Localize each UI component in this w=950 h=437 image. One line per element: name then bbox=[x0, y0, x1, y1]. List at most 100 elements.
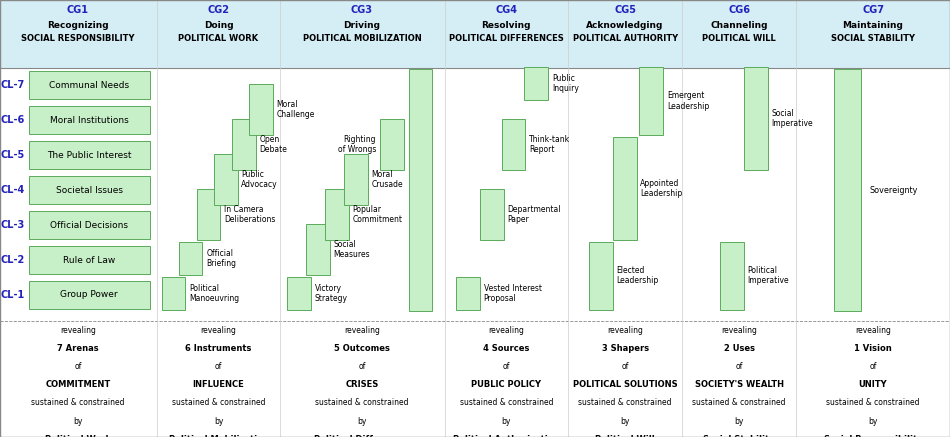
Text: revealing: revealing bbox=[721, 326, 757, 335]
Text: by: by bbox=[502, 416, 511, 426]
Text: CG5: CG5 bbox=[614, 5, 637, 15]
Text: CG4: CG4 bbox=[495, 5, 518, 15]
Text: revealing: revealing bbox=[344, 326, 380, 335]
Text: Doing: Doing bbox=[203, 21, 234, 30]
Text: sustained & constrained: sustained & constrained bbox=[31, 399, 124, 407]
FancyBboxPatch shape bbox=[639, 67, 663, 135]
Text: of: of bbox=[735, 362, 743, 371]
Text: Emergent
Leadership: Emergent Leadership bbox=[667, 91, 709, 111]
FancyBboxPatch shape bbox=[28, 71, 150, 99]
Text: POLITICAL WORK: POLITICAL WORK bbox=[179, 34, 258, 43]
Text: Public
Inquiry: Public Inquiry bbox=[552, 74, 579, 93]
Text: Political Authorization: Political Authorization bbox=[453, 435, 560, 437]
Text: INFLUENCE: INFLUENCE bbox=[193, 380, 244, 389]
Text: CL-5: CL-5 bbox=[0, 150, 25, 160]
Text: CL-1: CL-1 bbox=[0, 290, 25, 300]
Text: Political Differences: Political Differences bbox=[314, 435, 410, 437]
Text: Driving: Driving bbox=[344, 21, 380, 30]
Text: CL-4: CL-4 bbox=[0, 185, 25, 195]
Text: Resolving: Resolving bbox=[482, 21, 531, 30]
Text: Official Decisions: Official Decisions bbox=[50, 221, 128, 229]
Text: Public
Advocacy: Public Advocacy bbox=[241, 170, 278, 189]
Text: Political Will: Political Will bbox=[596, 435, 655, 437]
Text: Victory
Strategy: Victory Strategy bbox=[314, 284, 348, 303]
Text: Open
Debate: Open Debate bbox=[259, 135, 287, 154]
Text: Think-tank
Report: Think-tank Report bbox=[529, 135, 570, 154]
Text: SOCIAL RESPONSIBILITY: SOCIAL RESPONSIBILITY bbox=[21, 34, 135, 43]
Text: Social
Imperative: Social Imperative bbox=[771, 109, 813, 128]
Text: of: of bbox=[215, 362, 222, 371]
Text: Departmental
Paper: Departmental Paper bbox=[507, 205, 560, 224]
Text: COMMITMENT: COMMITMENT bbox=[46, 380, 110, 389]
FancyBboxPatch shape bbox=[28, 176, 150, 204]
Text: 7 Arenas: 7 Arenas bbox=[57, 344, 99, 353]
Text: of: of bbox=[358, 362, 366, 371]
Text: PUBLIC POLICY: PUBLIC POLICY bbox=[471, 380, 542, 389]
Text: Appointed
Leadership: Appointed Leadership bbox=[640, 179, 682, 198]
Text: In Camera
Deliberations: In Camera Deliberations bbox=[224, 205, 276, 224]
Text: revealing: revealing bbox=[855, 326, 891, 335]
FancyBboxPatch shape bbox=[456, 277, 480, 310]
Text: SOCIAL STABILITY: SOCIAL STABILITY bbox=[831, 34, 915, 43]
Text: CG2: CG2 bbox=[207, 5, 230, 15]
Text: CG3: CG3 bbox=[351, 5, 373, 15]
Text: Moral
Crusade: Moral Crusade bbox=[371, 170, 403, 189]
FancyBboxPatch shape bbox=[720, 242, 744, 310]
FancyBboxPatch shape bbox=[197, 189, 220, 240]
Text: Maintaining: Maintaining bbox=[843, 21, 903, 30]
Text: 5 Outcomes: 5 Outcomes bbox=[334, 344, 390, 353]
Text: 3 Shapers: 3 Shapers bbox=[601, 344, 649, 353]
Text: CL-2: CL-2 bbox=[0, 255, 25, 265]
Text: POLITICAL WILL: POLITICAL WILL bbox=[702, 34, 776, 43]
FancyBboxPatch shape bbox=[480, 189, 504, 240]
Text: Political
Manoeuvring: Political Manoeuvring bbox=[189, 284, 239, 303]
FancyBboxPatch shape bbox=[28, 141, 150, 169]
Text: by: by bbox=[214, 416, 223, 426]
Text: Political
Imperative: Political Imperative bbox=[748, 266, 789, 285]
FancyBboxPatch shape bbox=[524, 67, 548, 100]
Text: by: by bbox=[734, 416, 744, 426]
Text: by: by bbox=[357, 416, 367, 426]
FancyBboxPatch shape bbox=[613, 137, 636, 240]
Text: sustained & constrained: sustained & constrained bbox=[315, 399, 408, 407]
Text: Popular
Commitment: Popular Commitment bbox=[352, 205, 403, 224]
Text: by: by bbox=[73, 416, 83, 426]
Text: Social Stability: Social Stability bbox=[703, 435, 775, 437]
Text: of: of bbox=[869, 362, 877, 371]
Text: sustained & constrained: sustained & constrained bbox=[693, 399, 786, 407]
Text: UNITY: UNITY bbox=[859, 380, 887, 389]
Text: sustained & constrained: sustained & constrained bbox=[826, 399, 920, 407]
Text: SOCIETY'S WEALTH: SOCIETY'S WEALTH bbox=[694, 380, 784, 389]
Text: 6 Instruments: 6 Instruments bbox=[185, 344, 252, 353]
FancyBboxPatch shape bbox=[28, 211, 150, 239]
Text: Righting
of Wrongs: Righting of Wrongs bbox=[338, 135, 376, 154]
Text: of: of bbox=[503, 362, 510, 371]
Text: Moral Institutions: Moral Institutions bbox=[50, 116, 128, 125]
Text: sustained & constrained: sustained & constrained bbox=[579, 399, 672, 407]
Text: CG7: CG7 bbox=[862, 5, 884, 15]
FancyBboxPatch shape bbox=[744, 67, 768, 170]
Text: Sovereignty: Sovereignty bbox=[869, 186, 918, 194]
Text: by: by bbox=[868, 416, 878, 426]
Text: POLITICAL MOBILIZATION: POLITICAL MOBILIZATION bbox=[302, 34, 422, 43]
FancyBboxPatch shape bbox=[162, 277, 185, 310]
Text: 4 Sources: 4 Sources bbox=[484, 344, 529, 353]
Text: of: of bbox=[74, 362, 82, 371]
Text: CG1: CG1 bbox=[66, 5, 89, 15]
Text: 2 Uses: 2 Uses bbox=[724, 344, 754, 353]
Text: CL-7: CL-7 bbox=[0, 80, 25, 90]
FancyBboxPatch shape bbox=[28, 246, 150, 274]
Text: by: by bbox=[620, 416, 630, 426]
Text: POLITICAL AUTHORITY: POLITICAL AUTHORITY bbox=[573, 34, 677, 43]
Text: Social Responsibility: Social Responsibility bbox=[824, 435, 922, 437]
FancyBboxPatch shape bbox=[232, 119, 256, 170]
Text: Moral
Challenge: Moral Challenge bbox=[276, 100, 314, 119]
FancyBboxPatch shape bbox=[325, 189, 349, 240]
Text: Communal Needs: Communal Needs bbox=[49, 81, 129, 90]
Text: The Public Interest: The Public Interest bbox=[48, 151, 131, 160]
Text: CL-6: CL-6 bbox=[0, 115, 25, 125]
FancyBboxPatch shape bbox=[179, 242, 202, 275]
FancyBboxPatch shape bbox=[28, 106, 150, 134]
FancyBboxPatch shape bbox=[344, 154, 368, 205]
Text: Political Mobilization: Political Mobilization bbox=[168, 435, 269, 437]
